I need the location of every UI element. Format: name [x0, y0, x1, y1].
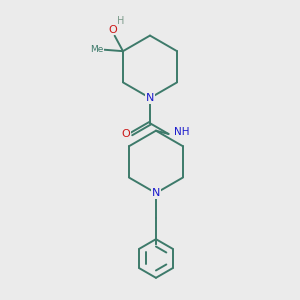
- Text: NH: NH: [174, 128, 189, 137]
- Text: O: O: [122, 129, 130, 139]
- Text: O: O: [108, 25, 117, 35]
- Text: Me: Me: [90, 45, 104, 54]
- Text: N: N: [146, 93, 154, 103]
- Text: H: H: [117, 16, 124, 26]
- Text: N: N: [152, 188, 160, 198]
